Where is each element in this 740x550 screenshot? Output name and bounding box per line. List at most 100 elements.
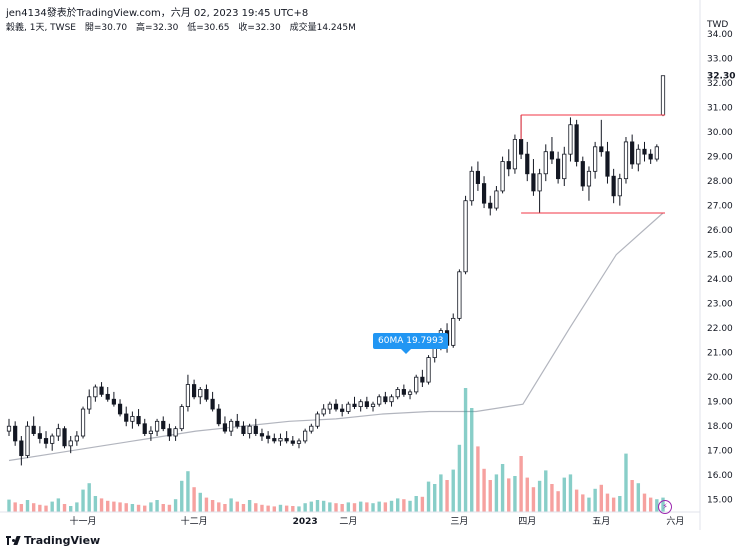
- volume-bar: [143, 505, 147, 512]
- volume-bar: [513, 476, 517, 512]
- candle-body: [229, 420, 234, 432]
- candle-body: [463, 200, 468, 273]
- candlesticks: [6, 75, 666, 466]
- candle-body: [142, 423, 147, 434]
- candle-body: [284, 438, 289, 442]
- candle-body: [611, 175, 616, 197]
- candle-body: [377, 396, 382, 405]
- volume-bar: [38, 504, 42, 512]
- close-value: 收=32.30: [238, 23, 281, 33]
- volume-bar: [500, 464, 505, 512]
- candle-body: [642, 148, 647, 155]
- y-tick-label: 34.00: [707, 30, 733, 40]
- volume-bar: [278, 504, 283, 512]
- x-tick-label: 四月: [518, 516, 536, 527]
- volume-bar: [155, 500, 159, 512]
- candle-body: [617, 178, 622, 197]
- volume-bar: [488, 480, 492, 512]
- volume-bar: [383, 502, 388, 512]
- candle-body: [599, 146, 604, 153]
- volume-bar: [247, 500, 252, 512]
- candle-body: [475, 170, 481, 184]
- volume-bar: [13, 502, 17, 512]
- candle-body: [420, 376, 425, 383]
- volume-bar: [636, 483, 641, 512]
- volume-bar: [124, 503, 128, 512]
- volume-bar: [223, 504, 227, 512]
- y-tick-label: 33.00: [707, 55, 733, 65]
- y-tick-label: 22.00: [707, 324, 733, 334]
- volume-bar: [130, 504, 135, 512]
- volume-bar: [81, 489, 85, 512]
- volume-bar: [618, 496, 622, 512]
- volume-bar: [50, 501, 54, 512]
- volume-bars: [7, 388, 665, 512]
- volume-bar: [624, 453, 628, 512]
- ohlc-legend: 穀義, 1天, TWSE 開=30.70 高=32.30 低=30.65 收=3…: [6, 20, 362, 33]
- ma-tag: 60MA 19.7993: [373, 333, 449, 354]
- candle-body: [623, 141, 629, 180]
- volume-bar: [25, 500, 30, 512]
- volume-bar: [167, 504, 172, 512]
- volume-bar: [562, 477, 566, 512]
- candle-body: [222, 423, 228, 432]
- lightning-icon[interactable]: ⚡: [658, 500, 672, 514]
- y-tick-label: 18.00: [707, 422, 733, 432]
- candle-body: [481, 183, 487, 204]
- candle-body: [630, 141, 635, 165]
- candle-body: [62, 428, 67, 447]
- candle-body: [278, 438, 283, 442]
- volume-bar: [266, 505, 270, 512]
- volume-bar: [470, 408, 474, 512]
- candle-body: [488, 202, 493, 209]
- volume-bar: [420, 496, 425, 512]
- y-tick-label: 23.00: [707, 300, 733, 310]
- volume-bar: [507, 478, 511, 512]
- y-tick-label: 21.00: [707, 349, 733, 359]
- volume-bar: [118, 502, 122, 512]
- candle-body: [660, 75, 666, 116]
- candle-body: [13, 425, 18, 442]
- candle-body: [43, 438, 49, 444]
- volume-bar: [106, 500, 110, 512]
- y-tick-label: 30.00: [707, 128, 733, 138]
- candle-body: [518, 139, 524, 155]
- candle-body: [198, 389, 203, 398]
- y-tick-label: 20.00: [707, 373, 733, 383]
- candle-body: [37, 433, 42, 439]
- y-tick-label: 24.00: [707, 275, 733, 285]
- volume-bar: [297, 506, 301, 512]
- y-tick-label: 28.00: [707, 177, 733, 187]
- x-tick-label: 三月: [450, 516, 468, 527]
- candle-body: [56, 428, 61, 437]
- candle-body: [167, 428, 172, 437]
- candle-body: [99, 386, 104, 395]
- volume-bar: [309, 501, 314, 512]
- candle-body: [494, 190, 499, 209]
- candle-body: [340, 408, 345, 412]
- volume-bar: [149, 502, 153, 512]
- candle-body: [19, 440, 24, 457]
- volume-bar: [87, 483, 91, 512]
- publisher-line: jen4134發表於TradingView.com，六月 02, 2023 19…: [6, 8, 309, 19]
- candle-body: [68, 440, 73, 447]
- volume-bar: [272, 506, 276, 512]
- volume-bar: [587, 497, 591, 512]
- volume-bar: [426, 481, 431, 512]
- candle-body: [531, 173, 536, 192]
- brand-footer[interactable]: TradingView: [6, 534, 100, 547]
- candle-body: [401, 389, 406, 395]
- volume-bar: [260, 504, 264, 512]
- volume-bar: [192, 487, 196, 512]
- candle-body: [191, 384, 197, 398]
- volume-bar: [414, 496, 418, 512]
- volume-bar: [217, 502, 221, 512]
- candle-body: [309, 425, 314, 432]
- x-tick-label: 十一月: [70, 515, 97, 527]
- candle-body: [346, 403, 351, 412]
- volume-bar: [241, 504, 246, 512]
- candle-body: [358, 401, 363, 408]
- candle-body: [543, 151, 548, 175]
- volume-bar: [180, 480, 184, 512]
